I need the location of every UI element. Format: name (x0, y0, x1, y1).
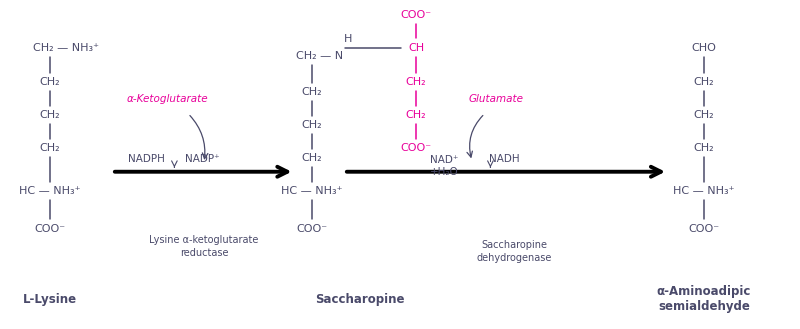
Text: Saccharopine: Saccharopine (315, 293, 405, 306)
Text: NAD⁺
+H₂O: NAD⁺ +H₂O (430, 155, 458, 177)
Text: HC — NH₃⁺: HC — NH₃⁺ (19, 186, 80, 196)
Text: CH₂: CH₂ (694, 143, 714, 153)
Text: CH₂: CH₂ (694, 110, 714, 120)
Text: CH₂: CH₂ (694, 77, 714, 87)
Text: CH₂: CH₂ (302, 153, 322, 163)
Text: HC — NH₃⁺: HC — NH₃⁺ (674, 186, 734, 196)
Text: COO⁻: COO⁻ (34, 224, 65, 234)
Text: COO⁻: COO⁻ (401, 143, 431, 153)
Text: CH₂ — N: CH₂ — N (297, 51, 343, 61)
Text: NADPH: NADPH (128, 154, 165, 164)
Text: H: H (344, 35, 352, 44)
Text: NADP⁺: NADP⁺ (185, 154, 220, 164)
Text: CH₂: CH₂ (302, 120, 322, 130)
Text: CHO: CHO (691, 43, 717, 53)
Text: COO⁻: COO⁻ (297, 224, 327, 234)
Text: COO⁻: COO⁻ (689, 224, 719, 234)
Text: CH₂: CH₂ (406, 110, 426, 120)
Text: CH: CH (408, 43, 424, 53)
Text: COO⁻: COO⁻ (401, 10, 431, 20)
Text: L-Lysine: L-Lysine (22, 293, 77, 306)
Text: CH₂: CH₂ (39, 110, 60, 120)
Text: HC — NH₃⁺: HC — NH₃⁺ (282, 186, 342, 196)
Text: Saccharopine
dehydrogenase: Saccharopine dehydrogenase (477, 240, 552, 263)
Text: α-Aminoadipic
semialdehyde: α-Aminoadipic semialdehyde (657, 285, 751, 314)
Text: α-Ketoglutarate: α-Ketoglutarate (127, 94, 209, 104)
Text: CH₂: CH₂ (39, 77, 60, 87)
Text: NADH: NADH (489, 154, 519, 164)
Text: CH₂: CH₂ (406, 77, 426, 87)
Text: CH₂ — NH₃⁺: CH₂ — NH₃⁺ (33, 43, 98, 53)
Text: CH₂: CH₂ (302, 87, 322, 97)
Text: Glutamate: Glutamate (469, 94, 523, 104)
Text: CH₂: CH₂ (39, 143, 60, 153)
Text: Lysine α-ketoglutarate
reductase: Lysine α-ketoglutarate reductase (150, 235, 258, 258)
